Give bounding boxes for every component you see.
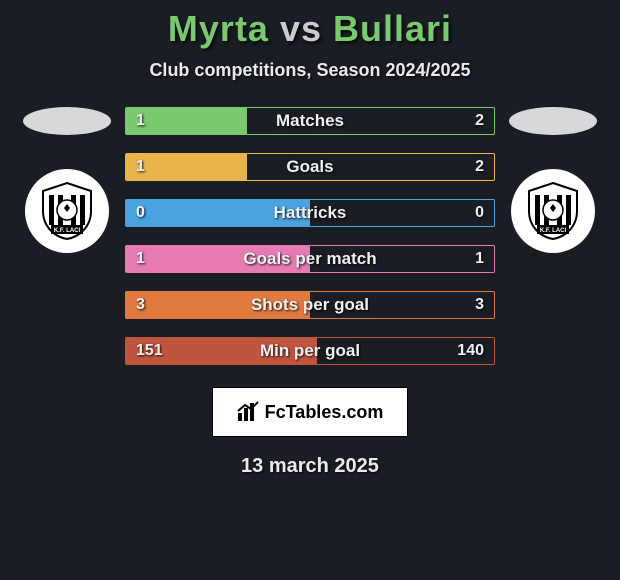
svg-text:K.F. LACI: K.F. LACI	[54, 228, 81, 234]
home-crest-column: K.F. LACI	[17, 107, 117, 253]
page-title: Myrta vs Bullari	[0, 8, 620, 50]
stat-right-value: 2	[475, 154, 484, 180]
stat-right-value: 0	[475, 200, 484, 226]
away-crest-column: K.F. LACI	[503, 107, 603, 253]
stat-right-value: 3	[475, 292, 484, 318]
fctables-link[interactable]: FcTables.com	[212, 387, 408, 437]
home-crest: K.F. LACI	[25, 169, 109, 253]
stat-row: 1Goals2	[125, 153, 495, 181]
fctables-label: FcTables.com	[265, 402, 384, 423]
stat-row: 1Goals per match1	[125, 245, 495, 273]
title-vs: vs	[280, 8, 322, 49]
stat-row: 0Hattricks0	[125, 199, 495, 227]
svg-text:K.F. LACI: K.F. LACI	[540, 228, 567, 234]
stat-label: Min per goal	[126, 338, 494, 364]
away-crest: K.F. LACI	[511, 169, 595, 253]
stat-right-value: 2	[475, 108, 484, 134]
stat-row: 151Min per goal140	[125, 337, 495, 365]
team-away-name: Bullari	[333, 8, 452, 49]
subtitle: Club competitions, Season 2024/2025	[0, 60, 620, 81]
stat-label: Shots per goal	[126, 292, 494, 318]
shield-icon: K.F. LACI	[37, 181, 97, 241]
home-ellipse-icon	[23, 107, 111, 135]
stat-row: 3Shots per goal3	[125, 291, 495, 319]
stat-right-value: 140	[457, 338, 484, 364]
stat-row: 1Matches2	[125, 107, 495, 135]
stat-label: Hattricks	[126, 200, 494, 226]
stat-bars: 1Matches21Goals20Hattricks01Goals per ma…	[125, 107, 495, 365]
stat-label: Matches	[126, 108, 494, 134]
stat-label: Goals per match	[126, 246, 494, 272]
stat-right-value: 1	[475, 246, 484, 272]
chart-icon	[237, 401, 259, 423]
comparison-card: Myrta vs Bullari Club competitions, Seas…	[0, 0, 620, 478]
team-home-name: Myrta	[168, 8, 269, 49]
content-row: K.F. LACI 1Matches21Goals20Hattricks01Go…	[0, 107, 620, 365]
date-label: 13 march 2025	[0, 455, 620, 478]
away-ellipse-icon	[509, 107, 597, 135]
stat-label: Goals	[126, 154, 494, 180]
shield-icon: K.F. LACI	[523, 181, 583, 241]
